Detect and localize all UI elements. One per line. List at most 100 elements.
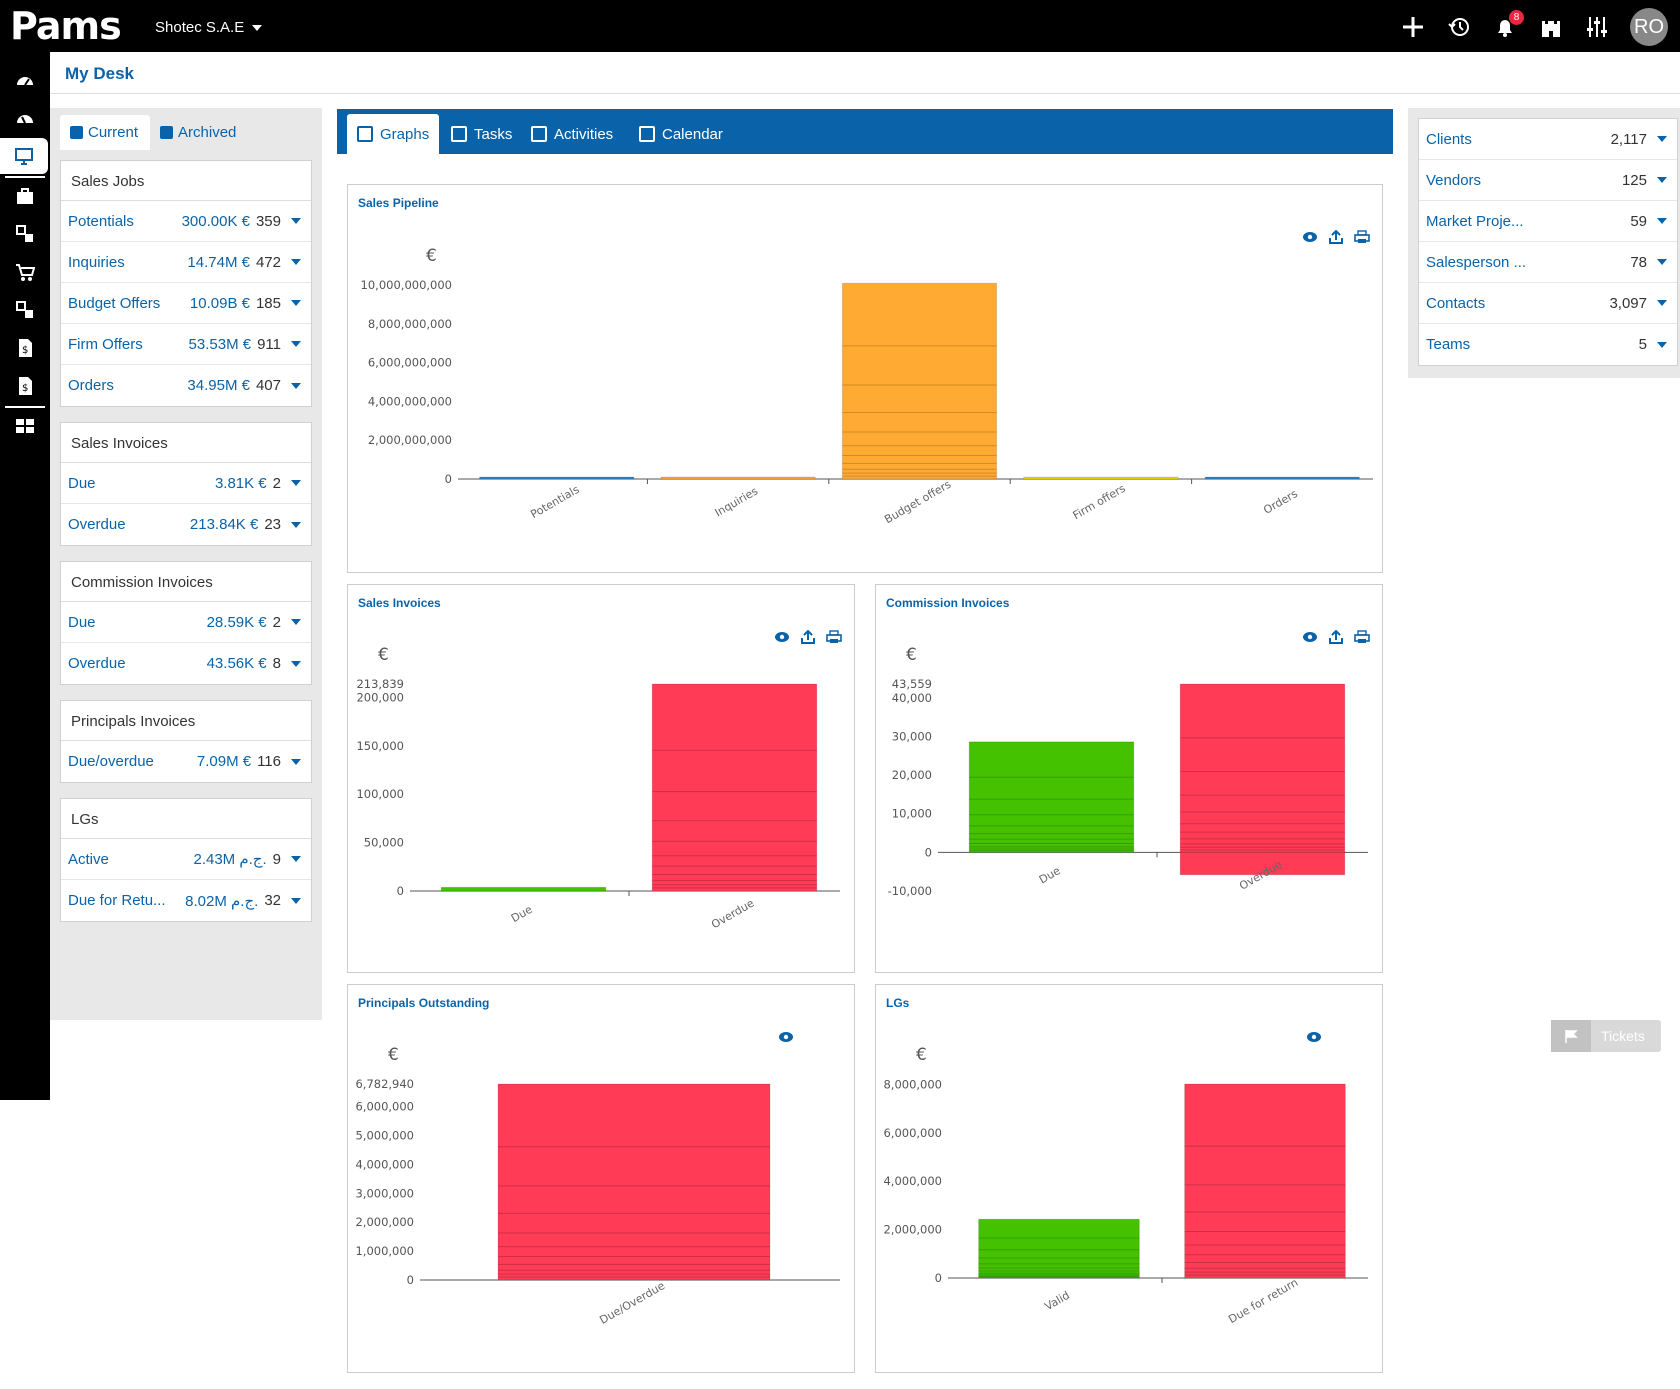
counter-row[interactable]: Salesperson ... 78: [1419, 242, 1677, 283]
counter-label[interactable]: Clients: [1426, 130, 1472, 148]
tab-tasks[interactable]: Tasks: [441, 114, 522, 154]
row-label[interactable]: Potentials: [68, 212, 134, 230]
bell-icon[interactable]: 8: [1492, 10, 1524, 40]
report-icon[interactable]: [0, 408, 50, 444]
bar[interactable]: [968, 741, 1135, 853]
summary-row[interactable]: Due/overdue 7.09M € 116: [61, 741, 311, 782]
eye-icon[interactable]: [774, 630, 790, 644]
modules-alt-icon[interactable]: [0, 292, 50, 328]
avatar[interactable]: RO: [1630, 8, 1668, 46]
chevron-down-icon[interactable]: [291, 218, 301, 224]
chevron-down-icon[interactable]: [291, 300, 301, 306]
bar[interactable]: [1204, 476, 1360, 480]
summary-row[interactable]: Active 2.43M ج.م. 9: [61, 839, 311, 880]
counter-label[interactable]: Market Proje...: [1426, 212, 1524, 230]
tickets-button[interactable]: Tickets: [1551, 1020, 1661, 1052]
plus-icon[interactable]: [1400, 14, 1426, 40]
chevron-down-icon[interactable]: [291, 758, 301, 765]
chevron-down-icon[interactable]: [291, 259, 301, 265]
tab-archived[interactable]: Archived: [150, 115, 248, 150]
history-icon[interactable]: [1446, 14, 1472, 40]
counter-label[interactable]: Vendors: [1426, 171, 1482, 189]
bar[interactable]: [841, 282, 998, 480]
row-label[interactable]: Budget Offers: [68, 294, 161, 312]
print-icon[interactable]: [826, 630, 842, 644]
tab-activities[interactable]: Activities: [521, 114, 623, 154]
counter-row[interactable]: Clients 2,117: [1419, 119, 1677, 160]
chevron-down-icon[interactable]: [291, 660, 301, 667]
tab-graphs[interactable]: Graphs: [347, 114, 440, 154]
chevron-down-icon[interactable]: [1657, 177, 1667, 183]
cart-icon[interactable]: [0, 254, 50, 290]
counter-label[interactable]: Contacts: [1426, 294, 1486, 312]
summary-row[interactable]: Budget Offers 10.09B € 185: [61, 283, 311, 324]
modules-icon[interactable]: [0, 216, 50, 252]
chevron-down-icon[interactable]: [291, 341, 301, 347]
row-label[interactable]: Inquiries: [68, 253, 125, 271]
row-label[interactable]: Active: [68, 850, 109, 868]
summary-row[interactable]: Overdue 43.56K € 8: [61, 643, 311, 684]
summary-row[interactable]: Due 28.59K € 2: [61, 602, 311, 643]
bar[interactable]: [497, 1083, 771, 1281]
invoice-icon[interactable]: $: [0, 330, 50, 366]
bar-negative[interactable]: [1179, 851, 1346, 876]
app-logo[interactable]: Pams: [10, 4, 122, 48]
chevron-down-icon[interactable]: [1657, 259, 1667, 265]
sliders-icon[interactable]: [1584, 14, 1610, 40]
summary-row[interactable]: Due for Retu... 8.02M ج.م. 32: [61, 880, 311, 921]
export-icon[interactable]: [1328, 630, 1344, 644]
row-label[interactable]: Overdue: [68, 655, 126, 672]
chevron-down-icon[interactable]: [1657, 341, 1667, 348]
row-label[interactable]: Due: [68, 613, 96, 631]
chevron-down-icon[interactable]: [291, 897, 301, 904]
briefcase-icon[interactable]: [0, 178, 50, 214]
tab-calendar[interactable]: Calendar: [629, 114, 733, 154]
chevron-down-icon[interactable]: [1657, 136, 1667, 142]
export-icon[interactable]: [800, 630, 816, 644]
bar[interactable]: [440, 886, 607, 892]
bar[interactable]: [660, 476, 816, 480]
chevron-down-icon[interactable]: [1657, 300, 1667, 306]
row-label[interactable]: Firm Offers: [68, 335, 143, 353]
company-selector[interactable]: Shotec S.A.E: [155, 19, 263, 36]
chevron-down-icon[interactable]: [291, 856, 301, 862]
counter-label[interactable]: Salesperson ...: [1426, 253, 1527, 271]
castle-icon[interactable]: [1538, 14, 1564, 40]
counter-row[interactable]: Contacts 3,097: [1419, 283, 1677, 324]
eye-icon[interactable]: [1302, 230, 1318, 244]
summary-row[interactable]: Firm Offers 53.53M € 911: [61, 324, 311, 365]
eye-icon[interactable]: [778, 1030, 794, 1044]
dashboard-icon[interactable]: [0, 62, 50, 98]
bar[interactable]: [1179, 683, 1346, 853]
summary-row[interactable]: Inquiries 14.74M € 472: [61, 242, 311, 283]
chevron-down-icon[interactable]: [1657, 218, 1667, 224]
bar[interactable]: [651, 683, 818, 892]
invoice-alt-icon[interactable]: $: [0, 368, 50, 404]
eye-icon[interactable]: [1302, 630, 1318, 644]
row-label[interactable]: Due/overdue: [68, 753, 154, 770]
row-label[interactable]: Due: [68, 474, 96, 492]
chevron-down-icon[interactable]: [291, 619, 301, 625]
row-label[interactable]: Due for Retu...: [68, 892, 166, 909]
print-icon[interactable]: [1354, 630, 1370, 644]
eye-icon[interactable]: [1306, 1030, 1322, 1044]
row-label[interactable]: Orders: [68, 377, 114, 394]
counter-row[interactable]: Market Proje... 59: [1419, 201, 1677, 242]
print-icon[interactable]: [1354, 230, 1370, 244]
tab-current[interactable]: Current: [60, 115, 151, 150]
bar[interactable]: [479, 476, 635, 480]
bar[interactable]: [1023, 476, 1179, 480]
counter-row[interactable]: Vendors 125: [1419, 160, 1677, 201]
counter-row[interactable]: Teams 5: [1419, 324, 1677, 365]
summary-row[interactable]: Due 3.81K € 2: [61, 463, 311, 504]
counter-label[interactable]: Teams: [1426, 336, 1471, 353]
chevron-down-icon[interactable]: [291, 480, 301, 486]
summary-row[interactable]: Potentials 300.00K € 359: [61, 201, 311, 242]
chevron-down-icon[interactable]: [291, 521, 301, 528]
bar[interactable]: [978, 1218, 1140, 1279]
bar[interactable]: [1184, 1083, 1346, 1279]
chevron-down-icon[interactable]: [291, 382, 301, 389]
dashboard-alt-icon[interactable]: [0, 100, 50, 136]
summary-row[interactable]: Orders 34.95M € 407: [61, 365, 311, 406]
row-label[interactable]: Overdue: [68, 516, 126, 533]
